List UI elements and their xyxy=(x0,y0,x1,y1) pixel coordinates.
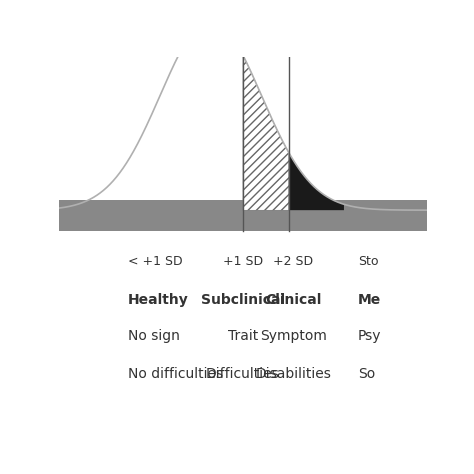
Polygon shape xyxy=(243,55,289,210)
Bar xyxy=(59,201,427,231)
Polygon shape xyxy=(289,153,344,210)
Text: +2 SD: +2 SD xyxy=(273,255,313,268)
Text: No sign: No sign xyxy=(128,329,180,343)
Text: Difficulties: Difficulties xyxy=(206,367,280,382)
Text: Clinical: Clinical xyxy=(265,292,322,307)
Text: +1 SD: +1 SD xyxy=(223,255,263,268)
Text: < +1 SD: < +1 SD xyxy=(128,255,183,268)
Text: So: So xyxy=(358,367,375,382)
Text: Psy: Psy xyxy=(358,329,381,343)
Text: Sto: Sto xyxy=(358,255,378,268)
Text: Trait: Trait xyxy=(228,329,258,343)
Text: Symptom: Symptom xyxy=(260,329,327,343)
Text: No difficulties: No difficulties xyxy=(128,367,223,382)
Text: Me: Me xyxy=(358,292,381,307)
Text: Subclinical: Subclinical xyxy=(201,292,285,307)
Text: Disabilities: Disabilities xyxy=(255,367,331,382)
Text: Healthy: Healthy xyxy=(128,292,189,307)
